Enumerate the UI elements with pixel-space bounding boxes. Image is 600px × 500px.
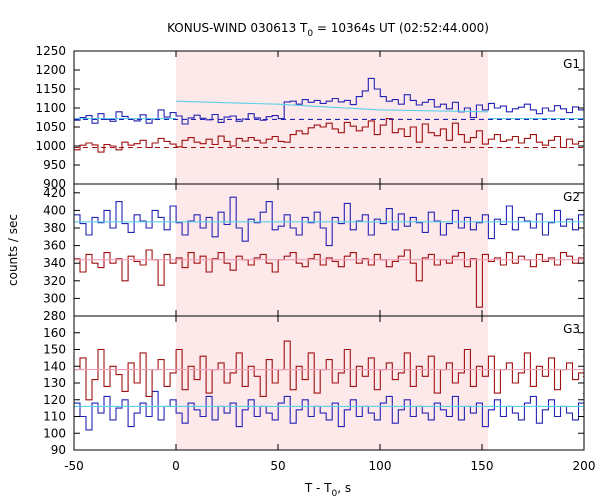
series-red-g3 [74, 332, 584, 401]
y-tick-label: 320 [43, 274, 66, 288]
y-tick-label: 420 [43, 186, 66, 200]
y-tick-label: 140 [43, 359, 66, 373]
y-tick-label: 110 [43, 410, 66, 424]
y-tick-label: 1250 [35, 44, 66, 58]
y-tick-label: 1200 [35, 63, 66, 77]
x-tick-label: -50 [64, 459, 84, 473]
panel-label: G3 [563, 322, 580, 336]
series-blue-g3 [74, 390, 584, 431]
y-tick-label: 280 [43, 309, 66, 323]
y-tick-label: 400 [43, 203, 66, 217]
panel-label: G2 [563, 190, 580, 204]
y-tick-label: 1100 [35, 101, 66, 115]
fit-line-cyan [175, 100, 489, 113]
series-blue-g1 [74, 77, 584, 126]
y-tick-label: 300 [43, 291, 66, 305]
series-blue-g2 [74, 196, 584, 247]
y-tick-label: 120 [43, 393, 66, 407]
y-tick-label: 1150 [35, 82, 66, 96]
y-tick-label: 1000 [35, 139, 66, 153]
x-tick-label: 50 [270, 459, 285, 473]
shaded-interval [176, 184, 489, 316]
panel-label: G1 [563, 57, 580, 71]
x-axis-title-subscript: 0 [332, 489, 338, 499]
shaded-interval [176, 51, 489, 184]
series-red-g2 [74, 245, 584, 308]
panel-g2: 280 300 320 340 360 380 400 420 G2 [43, 183, 585, 323]
series-red-g1 [74, 118, 584, 153]
chart-title: KONUS-WIND 030613 T0 = 10364s UT (02:52:… [167, 21, 489, 39]
x-tick-label: 200 [573, 459, 596, 473]
y-tick-label: 340 [43, 256, 66, 270]
y-tick-label: 100 [43, 426, 66, 440]
panel-g1: 900 950 1000 1050 1100 1150 1200 1250 G1 [35, 44, 585, 191]
y-tick-label: 90 [51, 443, 66, 457]
y-tick-label: 1050 [35, 120, 66, 134]
plot-area: 900950100010501100115012001250G128030032… [35, 44, 596, 473]
x-tick-label: 150 [471, 459, 494, 473]
y-tick-label: 150 [43, 343, 66, 357]
y-tick-label: 360 [43, 239, 66, 253]
y-axis-title: counts / sec [6, 214, 20, 286]
y-tick-label: 900 [43, 177, 66, 191]
panel-g3: 90 100 110 120 130 140 150 160 G3 [43, 315, 585, 457]
y-tick-label: 130 [43, 376, 66, 390]
chart-title-subscript: 0 [307, 29, 313, 39]
y-tick-label: 380 [43, 221, 66, 235]
y-tick-label: 160 [43, 326, 66, 340]
x-axis-title-suffix: , s [337, 481, 351, 495]
x-axis-title: T - T0, s [304, 481, 351, 499]
x-tick-label: 0 [172, 459, 180, 473]
x-tick-label: 100 [369, 459, 392, 473]
chart-title-rest: = 10364s UT (02:52:44.000) [313, 21, 489, 35]
y-tick-label: 950 [43, 158, 66, 172]
